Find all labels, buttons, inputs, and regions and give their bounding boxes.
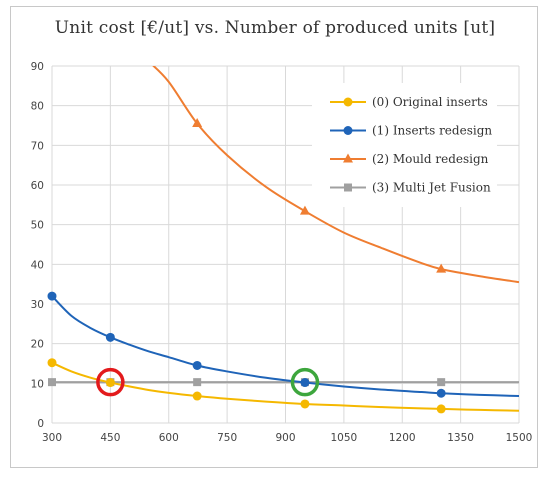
- legend-swatch-marker: [343, 126, 353, 135]
- data-point: [193, 378, 202, 387]
- x-tick-label: 1350: [447, 432, 474, 444]
- data-point: [47, 291, 57, 301]
- data-point: [105, 378, 115, 388]
- x-tick-label: 900: [275, 432, 295, 444]
- legend-entry: (1) Inserts redesign: [372, 124, 492, 138]
- y-tick-label: 60: [31, 180, 44, 192]
- x-tick-label: 750: [217, 432, 237, 444]
- data-point: [436, 263, 447, 273]
- y-tick-label: 10: [31, 378, 44, 390]
- legend-swatch-marker: [343, 97, 353, 107]
- x-tick-label: 1200: [389, 432, 416, 444]
- data-point: [436, 388, 446, 398]
- data-point: [436, 404, 446, 414]
- data-point: [299, 205, 310, 215]
- y-tick-label: 40: [31, 259, 44, 271]
- data-point: [300, 399, 310, 409]
- data-point: [300, 378, 310, 388]
- y-tick-label: 30: [31, 299, 44, 311]
- x-tick-label: 450: [100, 432, 120, 444]
- data-point: [192, 360, 202, 370]
- highlight-circle: [96, 367, 125, 397]
- data-point: [192, 391, 202, 401]
- data-point: [48, 378, 56, 387]
- x-tick-label: 1050: [331, 432, 358, 444]
- y-tick-label: 70: [31, 140, 44, 152]
- y-tick-label: 90: [31, 61, 44, 73]
- series-line-1: [52, 295, 519, 398]
- data-point: [47, 358, 57, 368]
- y-tick-label: 50: [31, 220, 44, 232]
- legend-box: [312, 83, 497, 207]
- y-tick-label: 80: [31, 101, 44, 113]
- legend-entry: (0) Original inserts: [372, 95, 488, 109]
- x-tick-label: 300: [42, 432, 62, 444]
- legend-entry: (3) Multi Jet Fusion: [372, 181, 491, 195]
- data-point: [105, 332, 115, 342]
- y-tick-label: 20: [31, 339, 44, 351]
- data-point: [437, 378, 446, 387]
- legend-swatch-marker: [343, 153, 353, 163]
- chart-title: Unit cost [€/ut] vs. Number of produced …: [54, 18, 496, 38]
- y-tick-label: 0: [37, 418, 44, 430]
- data-point: [192, 118, 203, 128]
- series-line-0: [52, 361, 519, 412]
- legend-swatch-marker: [344, 183, 352, 192]
- x-tick-label: 1500: [506, 432, 533, 444]
- highlight-circle: [290, 367, 320, 397]
- x-tick-label: 600: [159, 432, 179, 444]
- legend-entry: (2) Mould redesign: [372, 152, 489, 166]
